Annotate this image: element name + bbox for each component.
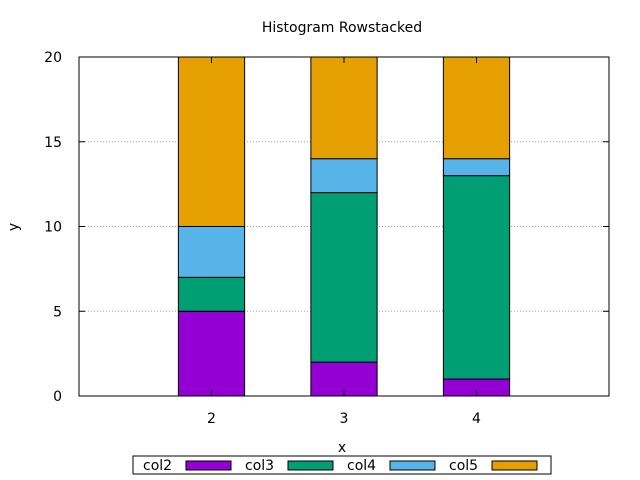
bar-stack-3: [310, 56, 378, 397]
x-tick-label: 4: [472, 411, 481, 427]
y-tick-label: 15: [44, 135, 62, 151]
bar-segment-col5-4: [442, 56, 511, 160]
legend-swatch-col5: [491, 460, 538, 471]
bar-segment-col4-4: [442, 158, 511, 177]
legend-swatch-col2: [185, 460, 232, 471]
legend: col2 col3 col4 col5: [132, 455, 552, 475]
y-tick-label: 0: [53, 389, 62, 405]
legend-label-col4: col4: [347, 458, 376, 474]
bar-segment-col3-2: [177, 276, 246, 312]
bar-segment-col2-2: [177, 310, 246, 397]
bar-stacks: [177, 56, 511, 397]
bar-stack-2: [177, 56, 246, 397]
legend-swatch-col4: [389, 460, 436, 471]
legend-label-col2: col2: [143, 458, 172, 474]
legend-label-col3: col3: [245, 458, 274, 474]
legend-label-col5: col5: [449, 458, 478, 474]
y-tick-label: 10: [44, 220, 62, 236]
bar-segment-col4-3: [310, 158, 378, 194]
chart-title: Histogram Rowstacked: [262, 20, 422, 36]
x-axis-label: x: [338, 440, 346, 456]
x-tick-label: 2: [207, 411, 216, 427]
bar-stack-4: [442, 56, 511, 397]
legend-swatch-col3: [287, 460, 334, 471]
y-tick-label: 20: [44, 50, 62, 66]
x-tick-label: 3: [340, 411, 349, 427]
y-tick-label: 5: [53, 304, 62, 320]
y-axis-ticks: 0 5 10 15 20: [44, 50, 609, 405]
bar-segment-col3-4: [442, 175, 511, 380]
bar-segment-col5-3: [310, 56, 378, 160]
y-axis-label: y: [6, 223, 22, 231]
x-axis-ticks: 2 3 4: [207, 57, 481, 427]
bar-segment-col3-3: [310, 192, 378, 363]
bar-segment-col5-2: [177, 56, 246, 227]
bar-segment-col4-2: [177, 226, 246, 278]
legend-box: [132, 455, 552, 475]
